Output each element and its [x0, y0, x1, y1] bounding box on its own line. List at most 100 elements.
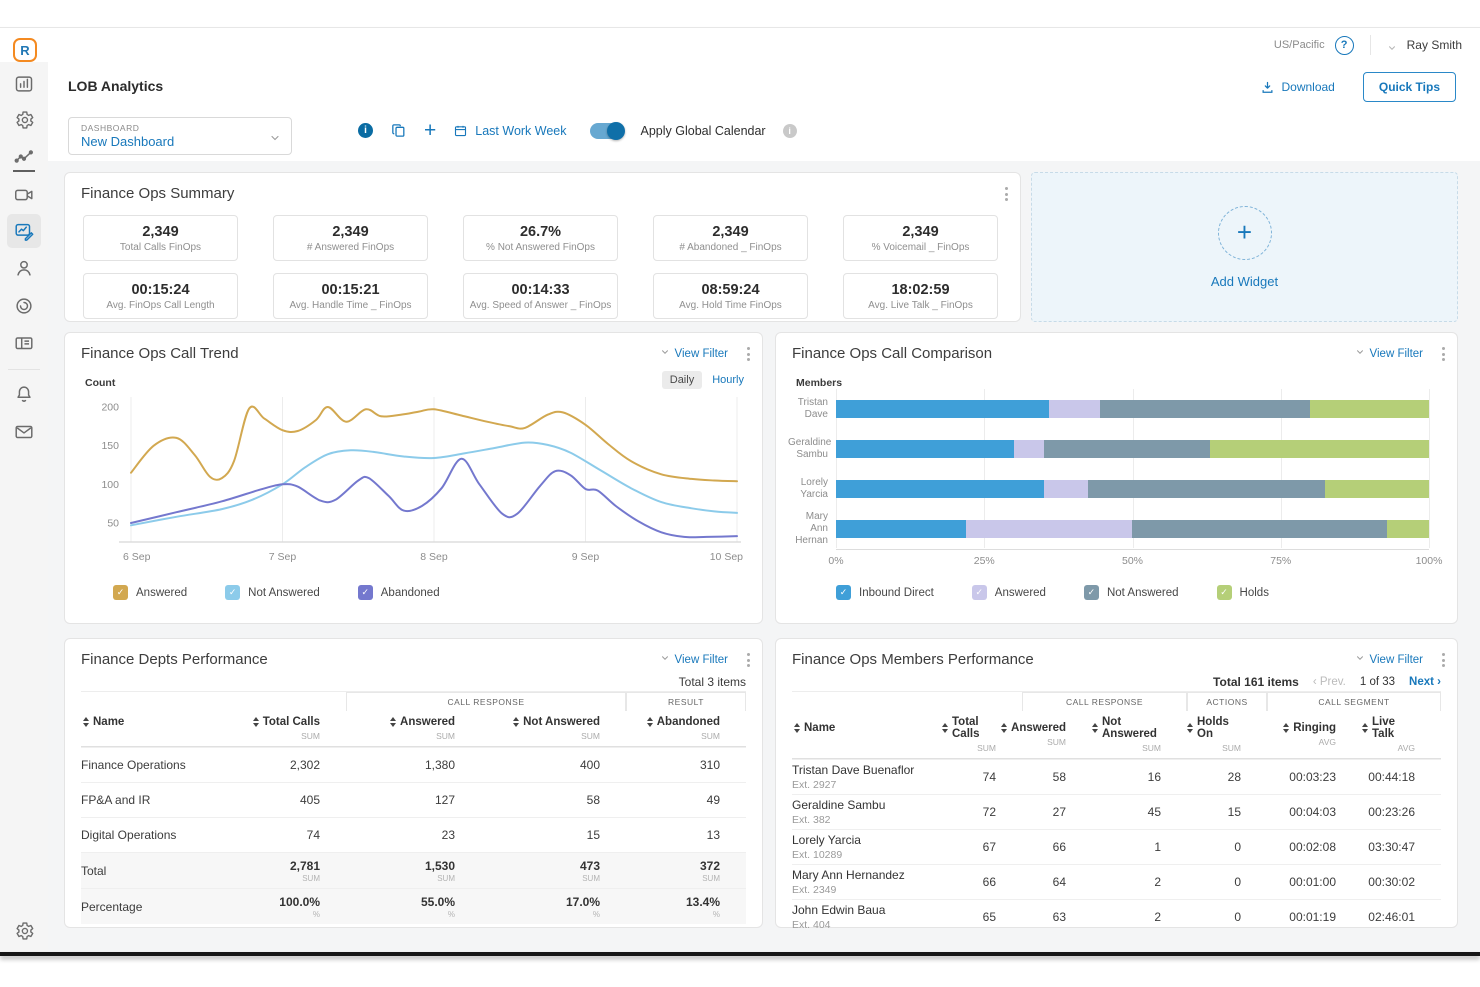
analytics-report-icon-active[interactable] — [7, 214, 41, 248]
column-header-live-talk[interactable]: Live Talk AVG — [1362, 711, 1441, 758]
line-chart-icon[interactable] — [13, 145, 35, 167]
dashboard-select[interactable]: DASHBOARD New Dashboard — [68, 117, 292, 155]
column-header-total-calls[interactable]: Total Calls SUM — [231, 711, 346, 746]
legend-item[interactable]: ✓ Not Answered — [225, 585, 320, 600]
kebab-menu-icon[interactable] — [747, 653, 750, 667]
apply-global-calendar-toggle[interactable] — [589, 121, 625, 140]
legend-checkbox[interactable]: ✓ — [357, 585, 373, 600]
bar-segment-holds — [1387, 520, 1429, 538]
legend-item[interactable]: ✓ Holds — [1216, 585, 1269, 600]
kebab-menu-icon[interactable] — [1005, 187, 1008, 201]
granularity-daily[interactable]: Daily — [661, 371, 703, 389]
envelope-icon[interactable] — [13, 421, 35, 443]
cell-value: 13 — [706, 828, 720, 842]
comparison-chart: Tristan Dave Geraldine Sambu Lorely Yarcia… — [788, 389, 1442, 568]
download-button[interactable]: Download — [1260, 80, 1335, 95]
add-widget-panel[interactable]: + Add Widget — [1031, 172, 1458, 322]
bar-track — [836, 389, 1429, 429]
column-header-answered[interactable]: Answered SUM — [1001, 717, 1092, 752]
column-header-not-answered[interactable]: Not Answered SUM — [1092, 711, 1187, 758]
column-header-holds-on[interactable]: Holds On SUM — [1187, 711, 1267, 758]
column-header-abandoned[interactable]: Abandoned SUM — [626, 711, 746, 746]
table-row[interactable]: Mary Ann Hernandez Ext. 2349 66 64 2 0 00:01:0… — [792, 864, 1441, 899]
legend-item[interactable]: ✓ Answered — [113, 585, 187, 600]
column-header-label: Answered — [390, 716, 455, 728]
widget-finance-ops-summary: Finance Ops Summary 2,349 Total Calls Fin… — [64, 172, 1021, 322]
table-row[interactable]: Tristan Dave Buenaflor Ext. 2927 74 58 16 28 0… — [792, 759, 1441, 794]
column-header-ringing[interactable]: Ringing AVG — [1267, 717, 1362, 752]
ringcentral-logo-icon[interactable]: R — [13, 38, 37, 62]
member-extension: Ext. 2927 — [792, 779, 837, 791]
column-header-name[interactable]: Name — [81, 711, 231, 746]
bar-segment-not-answered — [1088, 480, 1326, 498]
table-row[interactable]: Finance Operations 2,302 1,380 400 310 — [81, 747, 746, 782]
table-row[interactable]: FP&A and IR 405 127 58 49 — [81, 782, 746, 817]
summary-value: 55.0%% — [346, 895, 481, 919]
trend-chart: 6 Sep 7 Sep 8 Sep 9 Sep 10 Sep 50 100 150 200 — [81, 397, 744, 574]
info-icon-gray[interactable]: i — [782, 123, 797, 138]
kebab-menu-icon[interactable] — [1442, 347, 1445, 361]
quick-tips-button[interactable]: Quick Tips — [1362, 72, 1456, 102]
bar-track — [836, 509, 1429, 549]
cell-value: 0 — [1234, 840, 1241, 854]
stat-value: 2,349 — [332, 223, 369, 240]
column-header-name[interactable]: Name — [792, 717, 942, 752]
stat-card: 00:14:33 Avg. Speed of Answer _ FinOps — [463, 273, 618, 319]
settings-gear-icon[interactable] — [13, 920, 35, 942]
table-group-header: CALL RESPONSE RESULT — [81, 691, 746, 711]
cell-value: 67 — [982, 840, 996, 854]
table-row[interactable]: Geraldine Sambu Ext. 382 72 27 45 15 00:04:03 0… — [792, 794, 1441, 829]
granularity-hourly[interactable]: Hourly — [712, 374, 744, 386]
legend-item[interactable]: ✓ Not Answered — [1083, 585, 1179, 600]
column-aggregation: SUM — [701, 731, 720, 741]
add-dashboard-icon[interactable]: + — [424, 119, 437, 142]
copy-icon[interactable] — [390, 122, 407, 139]
pagination-next[interactable]: Next › — [1409, 676, 1441, 688]
legend-checkbox[interactable]: ✓ — [1083, 585, 1099, 600]
legend-item[interactable]: ✓ Abandoned — [357, 585, 440, 600]
help-icon[interactable]: ? — [1334, 35, 1354, 55]
pagination-page: 1 of 33 — [1359, 676, 1396, 688]
bar-chart-icon[interactable] — [13, 73, 35, 95]
table-row[interactable]: John Edwin Baua Ext. 404 65 63 2 0 00:01:19 02:… — [792, 899, 1441, 934]
chevron-down-icon[interactable] — [1387, 40, 1397, 50]
cell-value: 63 — [1052, 910, 1066, 924]
sort-down — [942, 729, 948, 733]
view-filter-button[interactable]: View Filter — [1355, 347, 1423, 360]
legend-checkbox[interactable]: ✓ — [971, 585, 987, 600]
table-row[interactable]: Digital Operations 74 23 15 13 — [81, 817, 746, 852]
topbar-right: US/Pacific ? Ray Smith — [1274, 28, 1462, 62]
phone-device-icon[interactable] — [13, 332, 35, 354]
ring-status-icon[interactable] — [13, 295, 35, 317]
kebab-menu-icon[interactable] — [1442, 653, 1445, 667]
bar-segment-answered — [1013, 440, 1044, 458]
view-filter-button[interactable]: View Filter — [660, 653, 728, 666]
axis-tick-label: 50% — [1121, 555, 1144, 567]
info-icon[interactable]: i — [358, 123, 373, 138]
legend-checkbox[interactable]: ✓ — [113, 585, 128, 600]
gear-icon[interactable] — [13, 109, 35, 131]
user-menu[interactable]: Ray Smith — [1406, 38, 1462, 52]
column-title: Not Answered — [523, 716, 600, 728]
summary-value: 2,781 SUM — [231, 859, 346, 883]
pagination-prev[interactable]: ‹ Prev. — [1312, 676, 1346, 688]
date-range-picker[interactable]: Last Work Week — [453, 123, 567, 138]
legend-checkbox[interactable]: ✓ — [1216, 585, 1232, 600]
cell-value: 00:02:08 — [1289, 840, 1336, 854]
legend-checkbox[interactable]: ✓ — [225, 585, 241, 600]
bell-icon[interactable] — [13, 383, 35, 405]
member-name: Mary Ann Hernandez — [792, 868, 905, 882]
video-camera-icon[interactable] — [13, 184, 35, 206]
view-filter-button[interactable]: View Filter — [1355, 653, 1423, 666]
legend-item[interactable]: ✓ Answered — [971, 585, 1046, 600]
kebab-menu-icon[interactable] — [747, 347, 750, 361]
column-header-not-answered[interactable]: Not Answered SUM — [481, 711, 626, 746]
legend-checkbox[interactable]: ✓ — [836, 585, 851, 600]
table-row[interactable]: Lorely Yarcia Ext. 10289 67 66 1 0 00:02:08 03:… — [792, 829, 1441, 864]
column-header-answered[interactable]: Answered SUM — [346, 711, 481, 746]
person-icon[interactable] — [13, 257, 35, 279]
category-label: Geraldine Sambu — [788, 437, 832, 460]
column-header-total-calls[interactable]: Total Calls SUM — [942, 711, 1022, 758]
legend-item[interactable]: ✓ Inbound Direct — [836, 585, 934, 600]
view-filter-button[interactable]: View Filter — [660, 347, 728, 360]
